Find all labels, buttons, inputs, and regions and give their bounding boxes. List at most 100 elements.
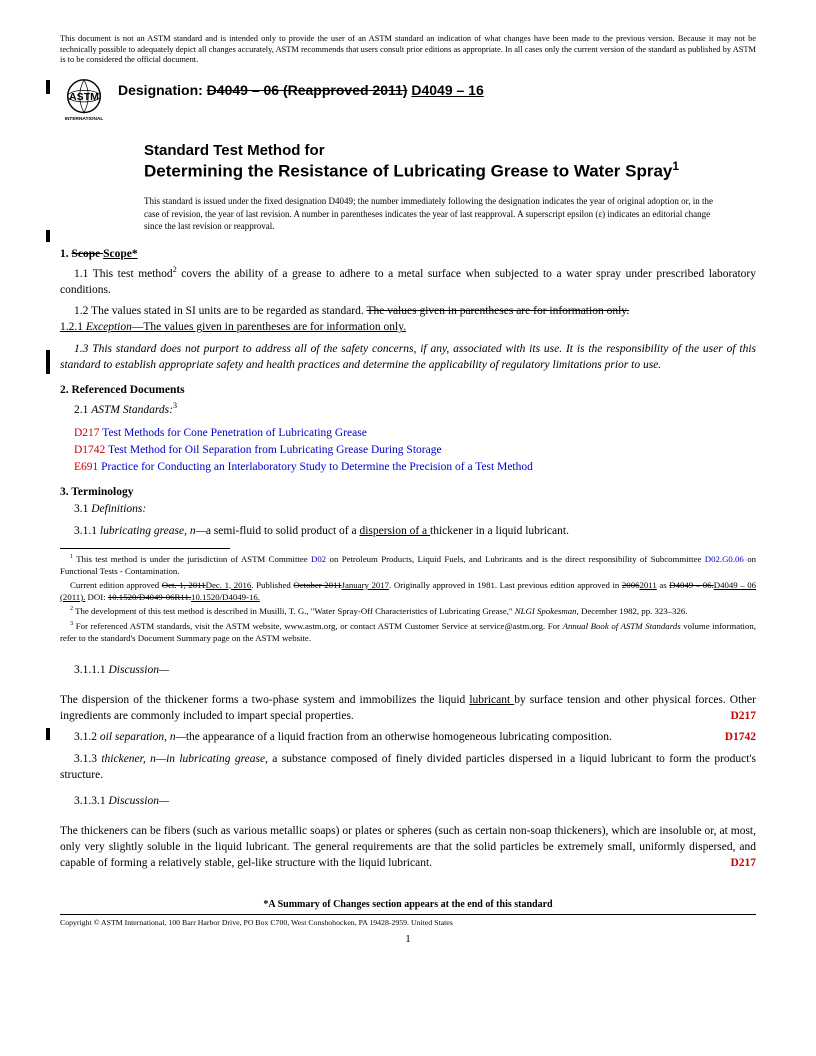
s: 2006 <box>622 580 640 590</box>
designation-new: D4049 – 16 <box>411 82 483 98</box>
reference-item[interactable]: D1742 Test Method for Oil Separation fro… <box>60 442 756 459</box>
s: Oct. 1, 2011 <box>162 580 206 590</box>
para-1-1: 1.1 This test method2 covers the ability… <box>60 264 756 299</box>
ref-link[interactable]: D217 <box>730 856 756 872</box>
u: 2011 <box>640 580 657 590</box>
t: DOI: <box>85 592 107 602</box>
svg-text:ASTM: ASTM <box>69 91 99 103</box>
u: Dec. 1, 2016 <box>206 580 252 590</box>
sec-num: 1. <box>60 248 69 260</box>
change-bar <box>46 728 50 740</box>
title-main: Determining the Resistance of Lubricatin… <box>144 159 756 182</box>
num: 3.1.3.1 <box>74 795 109 807</box>
para-3-1-2: 3.1.2 oil separation, n—the appearance o… <box>60 730 756 746</box>
para-3-1-1-1: 3.1.1.1 Discussion— <box>60 663 756 679</box>
u: January 2017 <box>342 580 390 590</box>
s: 10.1520/D4049-06R11. <box>108 592 191 602</box>
ref-link[interactable]: D1742 <box>711 730 756 746</box>
strike-text: The values given in parentheses are for … <box>366 305 629 317</box>
t: . Published <box>251 580 293 590</box>
designation: Designation: D4049 – 06 (Reapproved 2011… <box>118 76 484 98</box>
para-1-2-1: 1.2.1 Exception—The values given in pare… <box>60 321 406 333</box>
change-bar <box>46 230 50 242</box>
reference-item[interactable]: D217 Test Methods for Cone Penetration o… <box>60 425 756 442</box>
s: October 2011 <box>293 580 341 590</box>
t: This test method is under the jurisdicti… <box>73 554 311 564</box>
disc: Discussion— <box>109 664 170 676</box>
section-1-heading: 1. Scope Scope* <box>60 248 756 260</box>
num: 3.1.1 <box>74 525 100 537</box>
i: Annual Book of ASTM Standards <box>563 621 681 631</box>
page-content: This document is not an ASTM standard an… <box>0 0 816 985</box>
para-3-1-1: 3.1.1 lubricating grease, n—a semi-fluid… <box>60 524 756 540</box>
i: NLGI Spokesman <box>515 606 577 616</box>
link[interactable]: D02.G0.06 <box>705 554 744 564</box>
designation-label: Designation: <box>118 82 203 98</box>
svg-text:INTERNATIONAL: INTERNATIONAL <box>65 116 104 122</box>
u: 10.1520/D4049-16. <box>191 592 260 602</box>
issue-note: This standard is issued under the fixed … <box>144 195 756 231</box>
footnote-rule <box>60 548 230 549</box>
num: 3.1.2 <box>74 731 100 743</box>
text: 1.1 This test method <box>74 268 173 280</box>
title-sup: 1 <box>672 159 679 173</box>
section-3-heading: 3. Terminology <box>60 486 756 498</box>
term: lubricating grease, n— <box>100 525 206 537</box>
t: The development of this test method is d… <box>73 606 515 616</box>
uline: dispersion of a <box>359 525 430 537</box>
t: on Petroleum Products, Liquid Fuels, and… <box>326 554 705 564</box>
term: thickener, n—in lubricating grease <box>101 753 265 765</box>
title-text: Determining the Resistance of Lubricatin… <box>144 161 672 180</box>
sec-new: Scope* <box>103 248 138 260</box>
para-2-1: 2.1 ASTM Standards:3 <box>60 400 756 419</box>
num: 3.1.3 <box>74 753 101 765</box>
thickener-disc: The thickeners can be fibers (such as va… <box>60 824 756 872</box>
summary-note: *A Summary of Changes section appears at… <box>60 899 756 910</box>
exc: Exception <box>86 321 132 333</box>
footnote-1: 1 This test method is under the jurisdic… <box>60 553 756 578</box>
num: 3.1 <box>74 503 91 515</box>
t: , December 1982, pp. 323–326. <box>577 606 688 616</box>
references-list: D217 Test Methods for Cone Penetration o… <box>60 425 756 477</box>
t: The thickeners can be fibers (such as va… <box>60 825 756 869</box>
num: 3.1.1.1 <box>74 664 109 676</box>
header-row: ASTM INTERNATIONAL Designation: D4049 – … <box>60 76 756 124</box>
ital: Definitions: <box>91 503 146 515</box>
t: the appearance of a liquid fraction from… <box>186 731 612 743</box>
link[interactable]: D02 <box>311 554 326 564</box>
sup: 3 <box>173 401 177 410</box>
disc: Discussion— <box>109 795 170 807</box>
page-number: 1 <box>60 933 756 945</box>
t: For referenced ASTM standards, visit the… <box>73 621 563 631</box>
change-bar <box>46 80 50 94</box>
text: a semi-fluid to solid product of a <box>206 525 360 537</box>
reference-item[interactable]: E691 Practice for Conducting an Interlab… <box>60 459 756 476</box>
text: —The values given in parentheses are for… <box>132 321 406 333</box>
change-bar <box>46 350 50 374</box>
text: 1.2 The values stated in SI units are to… <box>74 305 366 317</box>
para-3-1-3: 3.1.3 thickener, n—in lubricating grease… <box>60 752 756 784</box>
title-block: Standard Test Method for Determining the… <box>144 142 756 182</box>
para-3-1-3-1: 3.1.3.1 Discussion— <box>60 794 756 810</box>
para-3-1: 3.1 Definitions: <box>60 502 756 518</box>
copyright-line: Copyright © ASTM International, 100 Barr… <box>60 914 756 927</box>
sec-old: Scope <box>72 248 104 260</box>
num: 1.2.1 <box>60 321 86 333</box>
u: lubricant <box>469 694 514 706</box>
ref-link[interactable]: D217 <box>730 709 756 725</box>
t: Current edition approved <box>70 580 162 590</box>
t: . Originally approved in 1981. Last prev… <box>389 580 622 590</box>
term: oil separation, n— <box>100 731 186 743</box>
s: D4049 – 06. <box>669 580 713 590</box>
footnote-3: 3 For referenced ASTM standards, visit t… <box>60 620 756 645</box>
footnote-1b: Current edition approved Oct. 1, 2011Dec… <box>60 580 756 604</box>
t: The dispersion of the thickener forms a … <box>60 694 469 706</box>
designation-old: D4049 – 06 (Reapproved 2011) <box>207 82 408 98</box>
dispersion-para: The dispersion of the thickener forms a … <box>60 693 756 725</box>
t: as <box>657 580 669 590</box>
text: thickener in a liquid lubricant. <box>430 525 569 537</box>
section-2-heading: 2. Referenced Documents <box>60 384 756 396</box>
ital: ASTM Standards: <box>91 404 173 416</box>
num: 2.1 <box>74 404 91 416</box>
title-prefix: Standard Test Method for <box>144 142 756 159</box>
